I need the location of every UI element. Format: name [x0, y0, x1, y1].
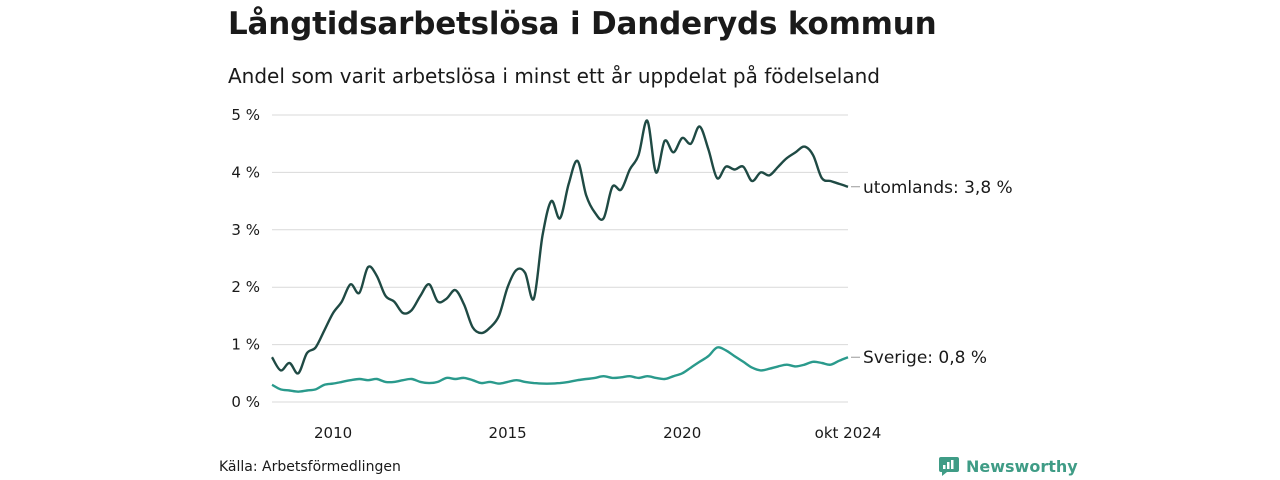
gridlines	[272, 114, 848, 403]
brand-logo[interactable]: Newsworthy	[938, 455, 1078, 477]
y-tick-label: 3 %	[231, 221, 260, 239]
y-tick-label: 0 %	[231, 393, 260, 411]
y-tick-label: 2 %	[231, 278, 260, 296]
x-axis-ticks: 2010 2015 2020 okt 2024	[314, 424, 881, 442]
end-label-sverige: Sverige: 0,8 %	[863, 348, 987, 368]
chart-title: Långtidsarbetslösa i Danderyds kommun	[228, 6, 937, 42]
series-line-utomlands	[270, 119, 849, 375]
y-tick-label: 4 %	[231, 163, 260, 181]
chart-subtitle: Andel som varit arbetslösa i minst ett å…	[228, 64, 880, 88]
y-tick-label: 5 %	[231, 106, 260, 124]
x-tick-label: 2015	[489, 424, 527, 442]
y-axis-ticks: 0 % 1 % 2 % 3 % 4 % 5 %	[231, 106, 260, 411]
x-tick-label: okt 2024	[815, 424, 882, 442]
x-tick-label: 2020	[663, 424, 701, 442]
source-note: Källa: Arbetsförmedlingen	[219, 459, 401, 475]
x-tick-label: 2010	[314, 424, 352, 442]
brand-name: Newsworthy	[966, 456, 1078, 476]
end-label-utomlands: utomlands: 3,8 %	[863, 178, 1013, 198]
series-line-sverige	[271, 346, 849, 393]
y-tick-label: 1 %	[231, 336, 260, 354]
series-lines	[270, 119, 849, 393]
newsworthy-icon	[939, 457, 959, 476]
end-labels: utomlands: 3,8 % Sverige: 0,8 %	[851, 178, 1013, 368]
